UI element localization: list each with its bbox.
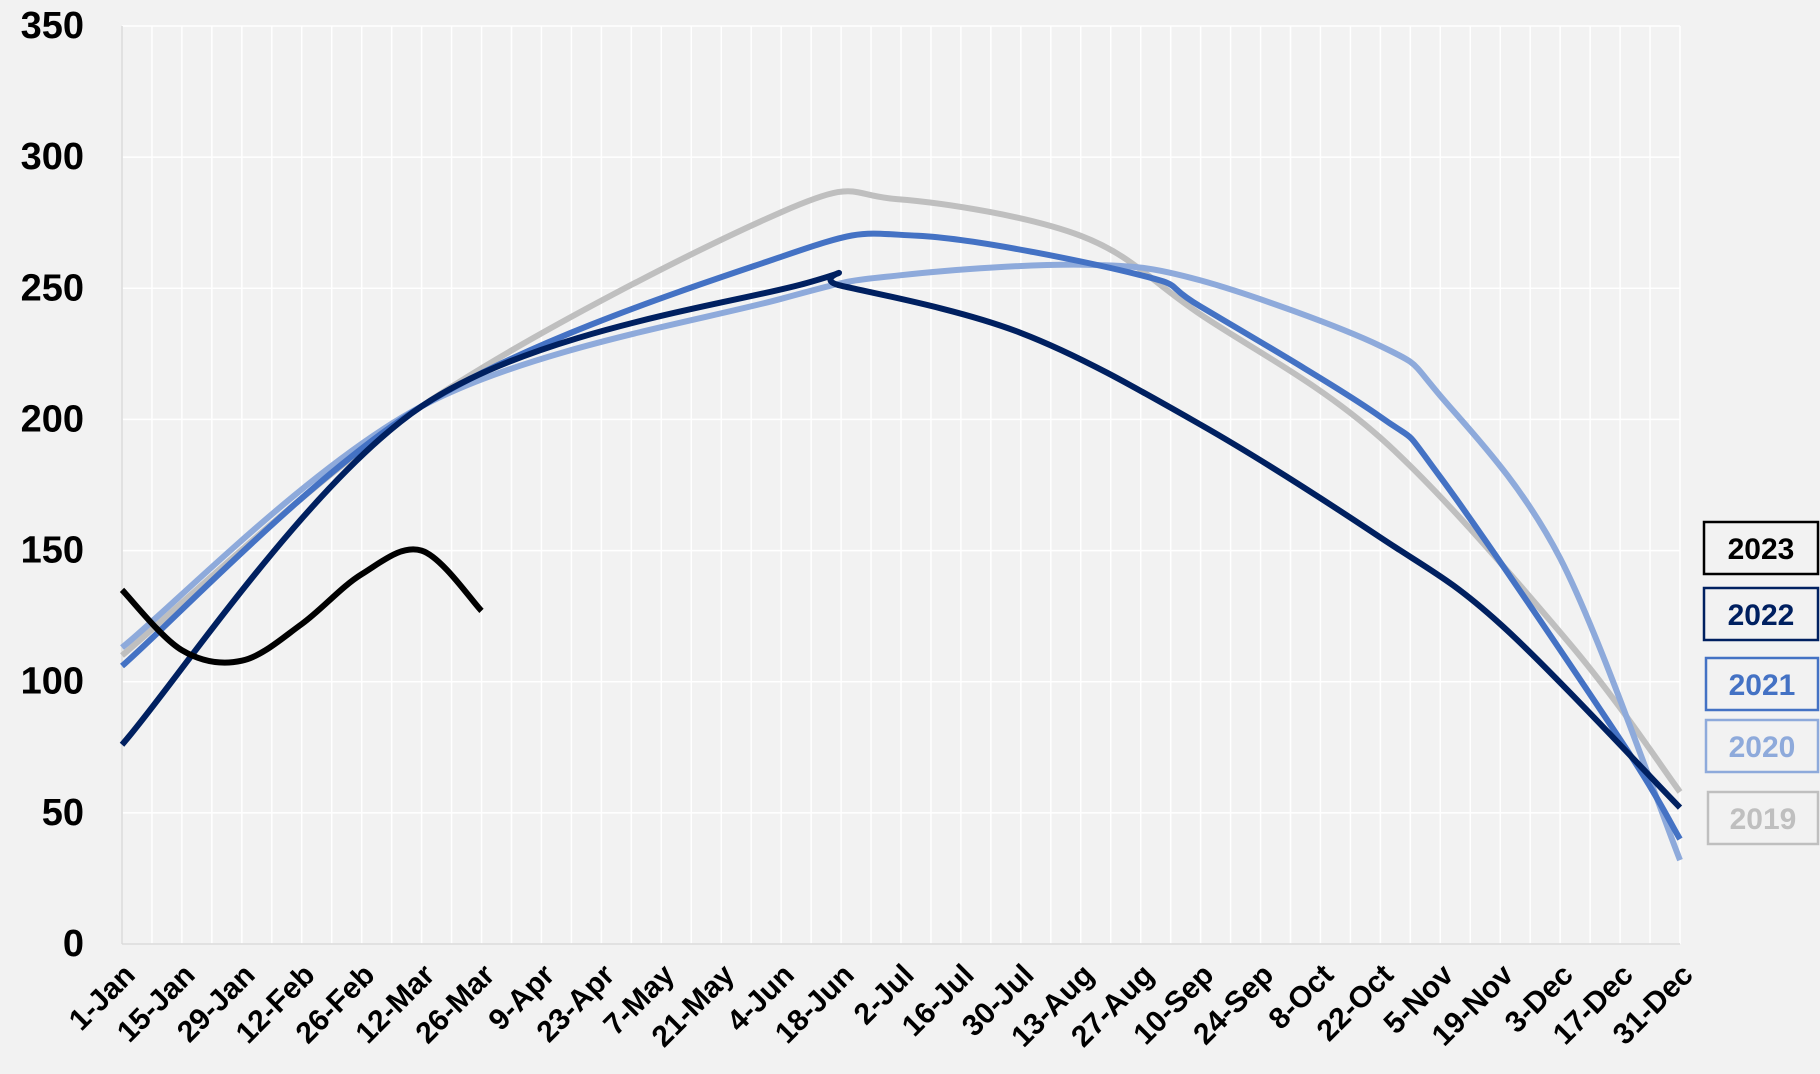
y-tick-label: 150 bbox=[21, 530, 84, 572]
legend-label-2022: 2022 bbox=[1728, 599, 1795, 632]
y-axis-ticks: 0 50 100 150 200 250 300 350 bbox=[21, 5, 84, 965]
legend-box-2022 bbox=[1702, 586, 1820, 642]
y-tick-label: 100 bbox=[21, 661, 84, 703]
legend-box-2020 bbox=[1704, 718, 1820, 774]
y-tick-label: 200 bbox=[21, 398, 84, 440]
legend-box-2021 bbox=[1704, 656, 1820, 712]
y-tick-label: 350 bbox=[21, 5, 84, 47]
series-line-2023 bbox=[119, 546, 484, 666]
legend-label-2019: 2019 bbox=[1730, 803, 1797, 836]
y-tick-label: 50 bbox=[42, 792, 84, 834]
legend-box-2019 bbox=[1706, 790, 1820, 846]
y-tick-label: 250 bbox=[21, 267, 84, 309]
chart-legend: 2023 2022 2021 2020 2019 bbox=[1702, 520, 1820, 846]
legend-label-2021: 2021 bbox=[1729, 669, 1796, 702]
legend-label-2023: 2023 bbox=[1728, 533, 1795, 566]
y-tick-label: 300 bbox=[21, 136, 84, 178]
legend-box-2023 bbox=[1702, 520, 1820, 576]
y-tick-label: 0 bbox=[63, 923, 84, 965]
series-line-2022 bbox=[119, 269, 1683, 810]
chart-series-group bbox=[119, 188, 1683, 862]
legend-label-2020: 2020 bbox=[1729, 731, 1796, 764]
chart-grid bbox=[121, 25, 1681, 945]
